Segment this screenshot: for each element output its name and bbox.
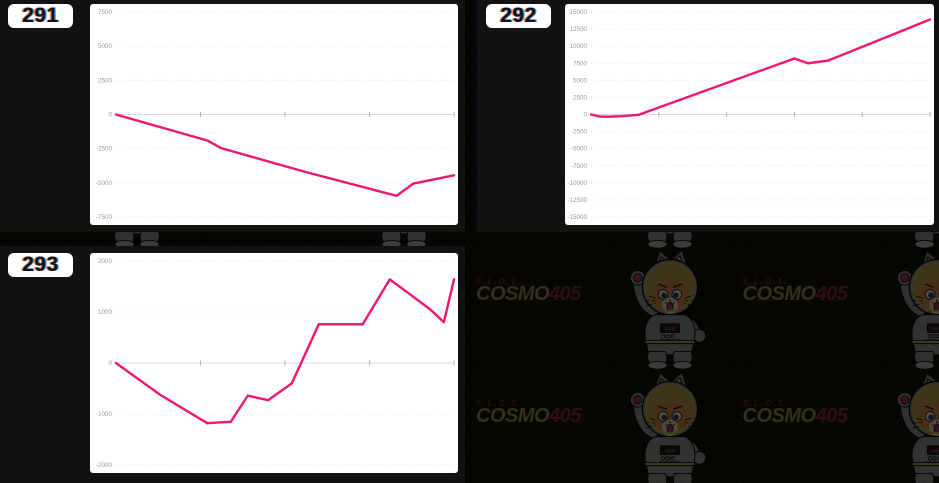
svg-text:-12500: -12500	[567, 197, 587, 204]
svg-text:-10000: -10000	[567, 180, 587, 187]
svg-text:0: 0	[108, 360, 112, 367]
svg-text:-2500: -2500	[571, 129, 588, 136]
svg-text:-5000: -5000	[96, 180, 113, 187]
svg-text:15000: 15000	[569, 9, 587, 16]
svg-text:12500: 12500	[569, 26, 587, 33]
svg-text:-2500: -2500	[96, 146, 113, 153]
svg-text:-5000: -5000	[571, 146, 588, 153]
svg-text:0: 0	[583, 112, 587, 119]
svg-text:-1000: -1000	[96, 411, 113, 418]
svg-text:0: 0	[108, 112, 112, 119]
svg-text:5000: 5000	[98, 43, 113, 50]
svg-text:5000: 5000	[573, 77, 588, 84]
svg-text:2000: 2000	[98, 258, 113, 265]
svg-text:-7500: -7500	[96, 214, 113, 221]
svg-text:2500: 2500	[573, 94, 588, 101]
svg-text:1000: 1000	[98, 309, 113, 316]
svg-text:7500: 7500	[98, 9, 113, 16]
svg-text:-15000: -15000	[567, 214, 587, 221]
svg-text:-2000: -2000	[96, 462, 113, 469]
svg-text:7500: 7500	[573, 60, 588, 67]
svg-text:2500: 2500	[98, 77, 113, 84]
svg-text:-7500: -7500	[571, 163, 588, 170]
svg-text:10000: 10000	[569, 43, 587, 50]
